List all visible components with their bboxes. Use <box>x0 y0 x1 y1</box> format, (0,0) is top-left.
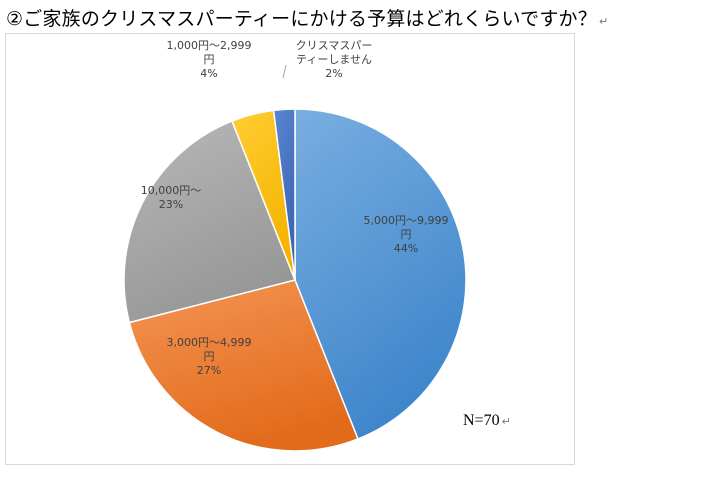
slice-3000-4999 <box>128 279 359 452</box>
sample-size-label: N=70 <box>463 412 500 429</box>
slice-labels: 5,000円～9,999円44%3,000円～4,999円27%10,000円～… <box>141 39 449 377</box>
slice-5000-9999-category-label: 円 <box>401 228 412 241</box>
slice-10000-plus-percent-label: 23% <box>159 198 183 211</box>
pie-slices <box>123 108 467 452</box>
slice-10000-plus <box>123 120 297 324</box>
slice-1000-2999-category-label: 1,000円～2,999 <box>167 39 252 52</box>
slice-1000-2999-category-label: 円 <box>204 53 215 66</box>
pie-chart: 5,000円～9,999円44%3,000円～4,999円27%10,000円～… <box>123 39 467 452</box>
slice-3000-4999-percent-label: 27% <box>197 364 221 377</box>
title-row: ②ご家族のクリスマスパーティーにかける予算はどれくらいですか？ ↵ <box>6 4 608 30</box>
return-mark-icon: ↵ <box>501 415 511 428</box>
return-mark-icon: ↵ <box>598 15 609 28</box>
slice-no-party <box>272 108 296 281</box>
slice-no-party-category-label: クリスマスパー <box>296 39 373 52</box>
sample-size-row: N=70 ↵ <box>463 412 511 430</box>
slice-5000-9999-percent-label: 44% <box>394 242 418 255</box>
slice-3000-4999-category-label: 円 <box>204 350 215 363</box>
leader-line <box>282 64 287 79</box>
chart-area: 5,000円～9,999 円 44% 3,000円～4,999 円 27% 10,000円～… <box>5 33 575 465</box>
slice-1000-2999-percent-label: 4% <box>200 67 217 80</box>
slice-no-party-percent-label: 2% <box>325 67 342 80</box>
chart-title: ②ご家族のクリスマスパーティーにかける予算はどれくらいですか？ <box>6 8 597 30</box>
slice-5000-9999 <box>294 108 467 440</box>
slice-3000-4999-category-label: 3,000円～4,999 <box>167 336 252 349</box>
slice-10000-plus-category-label: 10,000円～ <box>141 184 202 197</box>
slice-no-party-category-label: ティーしません <box>296 53 372 66</box>
slice-5000-9999-category-label: 5,000円～9,999 <box>364 214 449 227</box>
